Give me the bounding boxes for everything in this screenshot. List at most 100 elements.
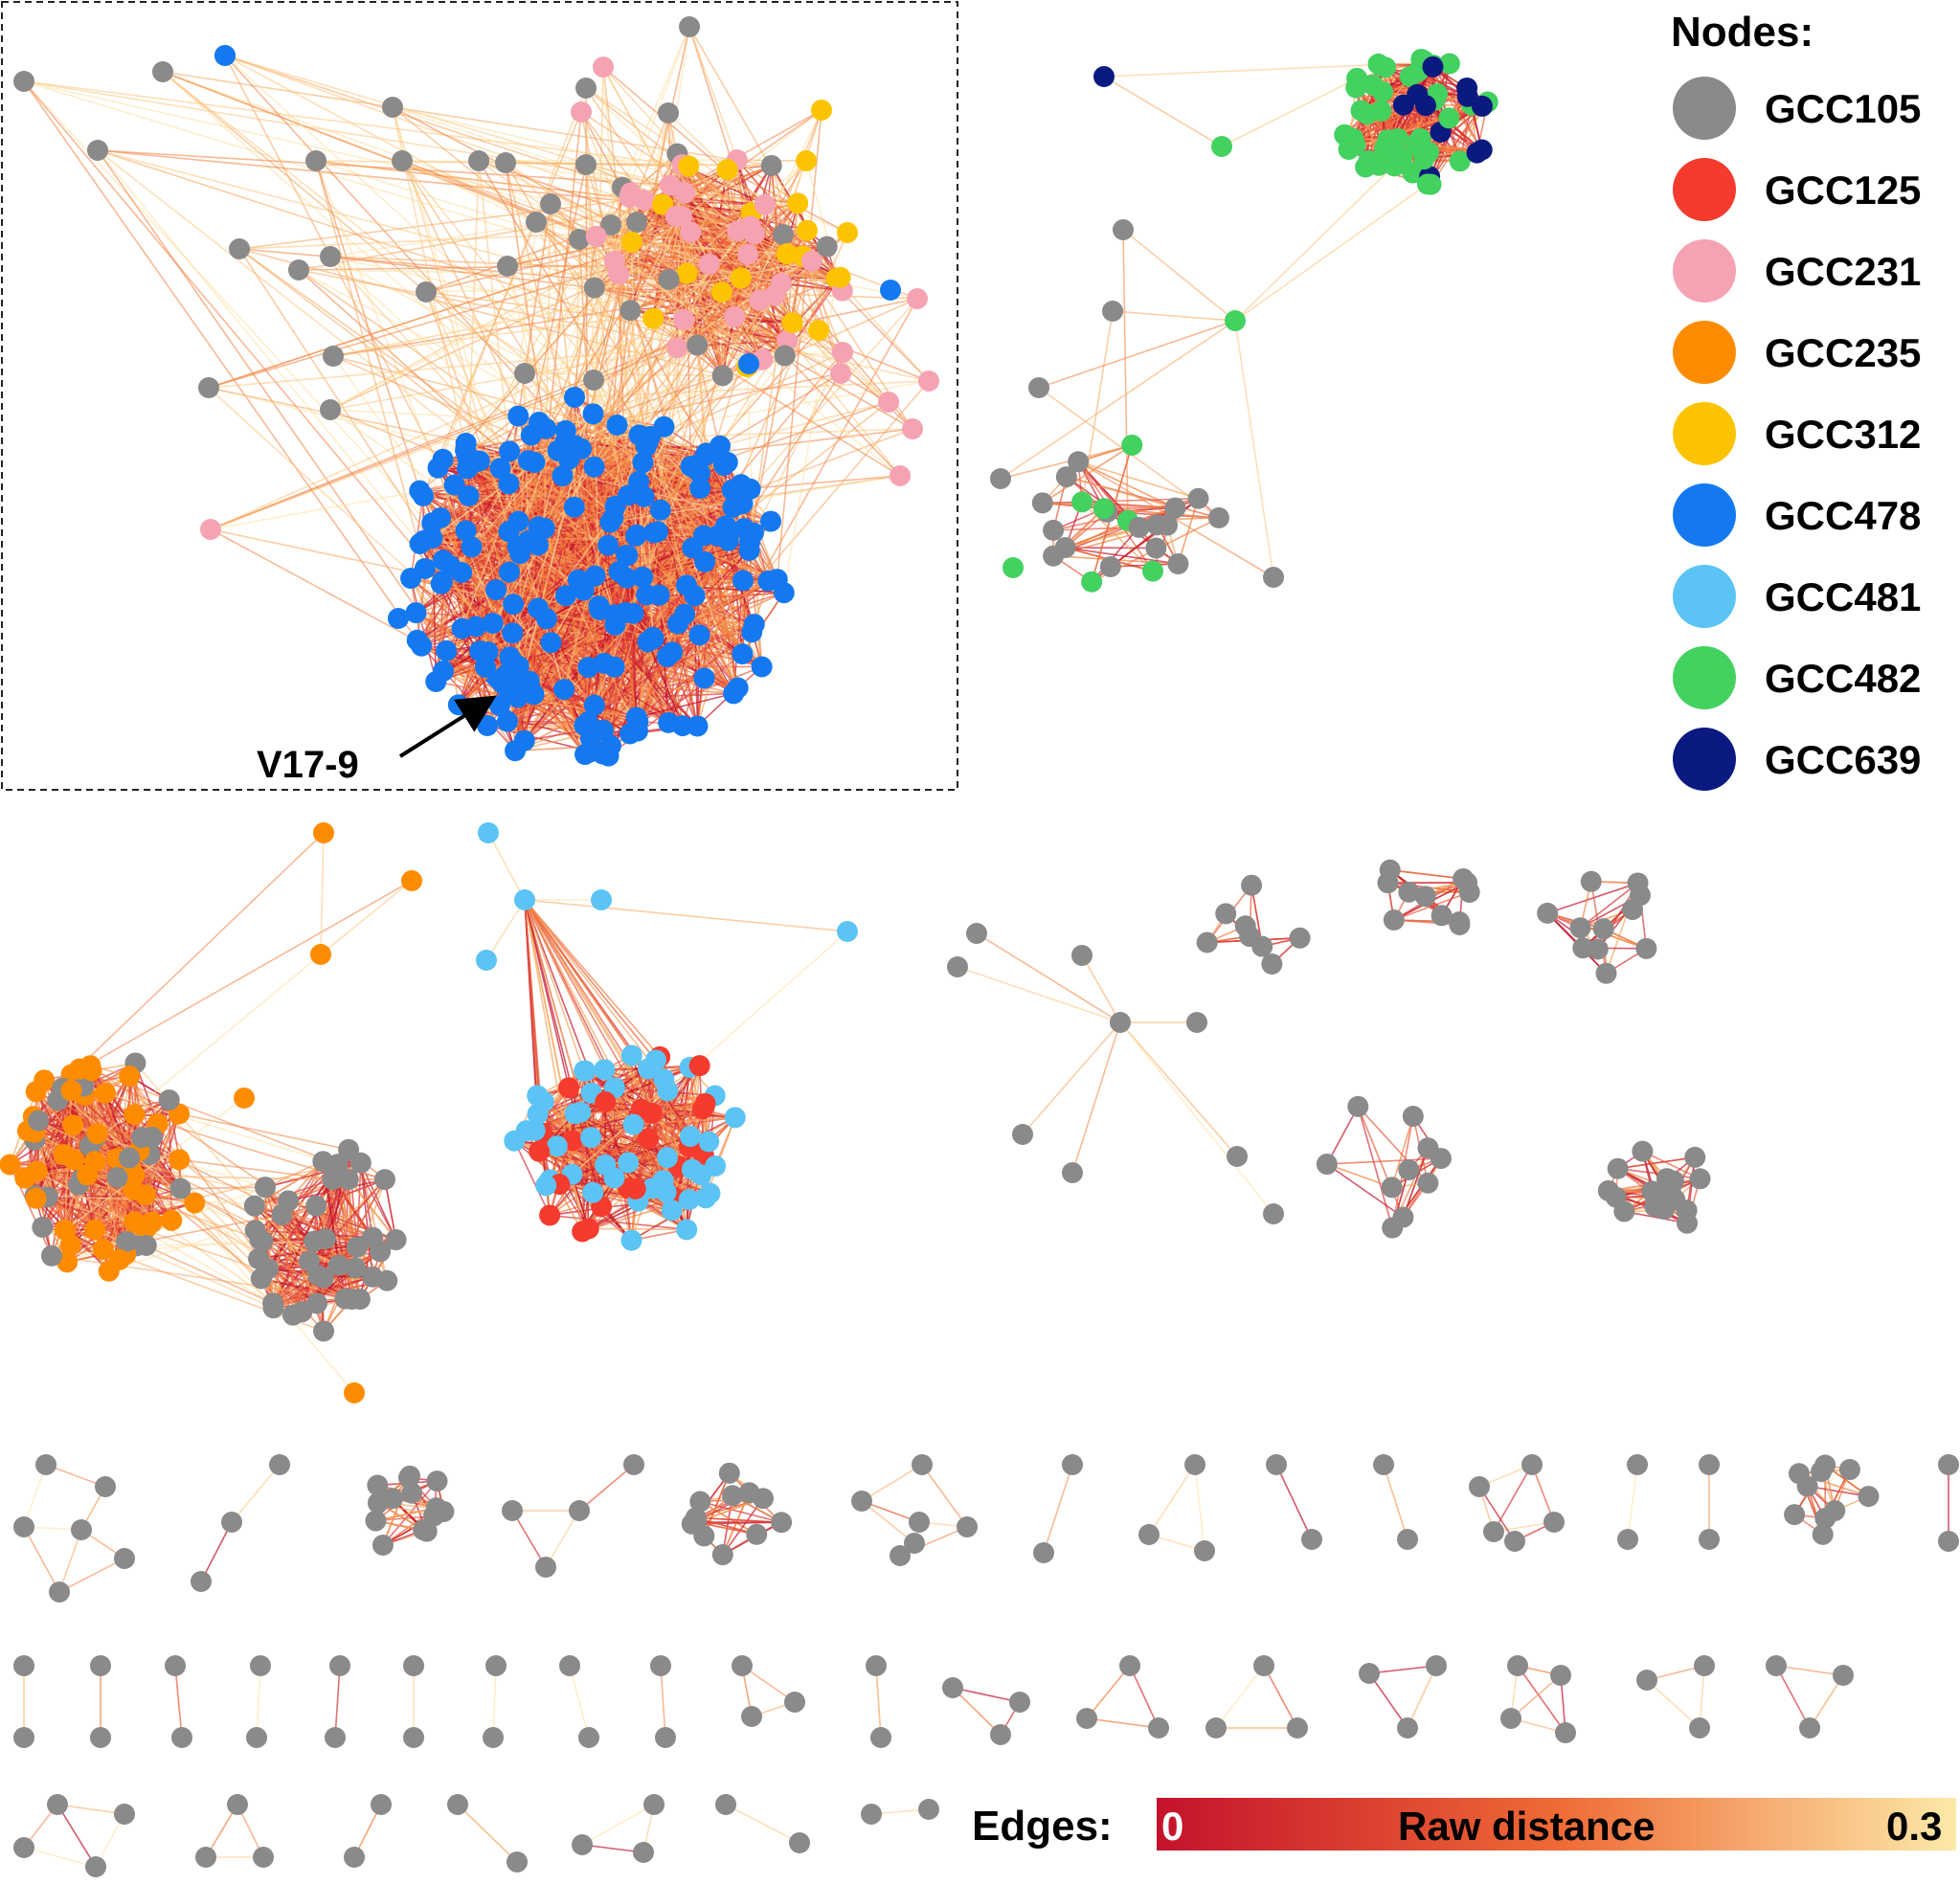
network-edge — [578, 1464, 635, 1512]
network-edge — [687, 165, 913, 430]
network-edge — [836, 278, 930, 382]
network-edge — [315, 160, 519, 677]
network-edge — [1066, 476, 1129, 522]
network-edge — [470, 230, 808, 548]
network-edge — [524, 899, 538, 1096]
network-edge — [315, 160, 426, 570]
network-edge — [331, 1178, 373, 1238]
network-edge — [563, 215, 683, 690]
network-edge — [437, 87, 587, 469]
network-edge — [588, 1227, 687, 1231]
network-edge — [545, 1510, 580, 1568]
network-edge — [688, 26, 755, 235]
network-edge — [703, 1472, 731, 1536]
network-edge — [210, 259, 813, 530]
network-edge — [523, 236, 597, 741]
network-edge — [58, 1529, 82, 1593]
network-edge — [1119, 1021, 1274, 1215]
network-edge — [1425, 104, 1478, 154]
network-edge — [272, 1214, 283, 1309]
network-edge — [1065, 547, 1179, 565]
network-edge — [23, 80, 596, 706]
network-edge — [1091, 527, 1140, 583]
network-edge — [550, 1214, 687, 1231]
network-edge — [733, 316, 890, 403]
edges-layer — [9, 26, 1949, 1868]
network-edge — [1624, 1210, 1688, 1224]
network-edge — [465, 191, 686, 444]
network-edge — [722, 1497, 764, 1556]
network-edge — [58, 1558, 125, 1593]
network-edge — [957, 966, 1121, 1023]
network-edge — [524, 899, 661, 1058]
network-edge — [519, 204, 766, 554]
network-edge — [179, 1158, 333, 1180]
network-edge — [1122, 229, 1236, 322]
network-edge — [329, 256, 841, 279]
network-edge — [134, 1113, 349, 1180]
network-edge — [1478, 1486, 1516, 1542]
network-edge — [1389, 868, 1464, 880]
network-edge — [410, 577, 438, 683]
network-edge — [524, 899, 592, 1138]
network-edge — [543, 203, 552, 528]
network-edge — [484, 224, 612, 668]
network-edge — [392, 106, 565, 690]
network-edge — [260, 1277, 346, 1300]
network-edge — [524, 899, 665, 1080]
network-edge — [485, 899, 526, 961]
network-edge — [71, 880, 413, 1076]
network-edge — [431, 523, 438, 683]
network-edge — [51, 1255, 346, 1300]
network-edge — [1393, 891, 1470, 921]
network-edge — [329, 347, 678, 411]
network-edge — [561, 215, 677, 477]
network-edge — [524, 899, 702, 1176]
network-edge — [585, 87, 601, 610]
network-edge — [45, 1464, 106, 1488]
network-edge — [224, 55, 567, 432]
network-edge — [719, 401, 890, 447]
network-edge — [699, 472, 734, 694]
network-edge — [97, 149, 421, 545]
network-edge — [1234, 183, 1429, 322]
network-edge — [23, 80, 418, 641]
network-edge — [179, 1187, 355, 1394]
network-edge — [1043, 1464, 1073, 1554]
network-edge — [524, 899, 593, 1093]
network-edge — [505, 162, 576, 446]
network-edge — [97, 149, 664, 206]
network-edge — [684, 191, 890, 403]
network-edge — [505, 162, 689, 168]
network-edge — [1081, 954, 1121, 1023]
network-edge — [1402, 1147, 1430, 1218]
network-edge — [392, 106, 751, 228]
network-edge — [1357, 1106, 1393, 1228]
network-edge — [348, 1178, 397, 1241]
network-edge — [47, 1196, 346, 1300]
network-edge — [102, 1177, 119, 1250]
network-edge — [487, 832, 526, 901]
network-edge — [1642, 1150, 1701, 1180]
network-edge — [1275, 1464, 1313, 1540]
network-edge — [524, 899, 602, 1207]
network-edge — [1432, 64, 1483, 150]
network-edge — [238, 248, 696, 596]
network-edge — [1234, 320, 1274, 578]
network-edge — [1071, 1021, 1121, 1174]
network-edge — [524, 899, 673, 1211]
network-edge — [514, 527, 546, 751]
network-edge — [1000, 444, 1133, 480]
network-edge — [23, 1464, 47, 1528]
network-edge — [420, 316, 735, 647]
network-edge — [325, 1178, 349, 1240]
network-edge — [1326, 1163, 1404, 1219]
network-edge — [422, 111, 582, 497]
network-edge — [1326, 1163, 1393, 1189]
network-edge — [688, 26, 738, 161]
network-edge — [479, 436, 651, 652]
network-edge — [513, 1140, 551, 1216]
network-edge — [23, 1526, 60, 1593]
network-edge — [662, 204, 725, 466]
